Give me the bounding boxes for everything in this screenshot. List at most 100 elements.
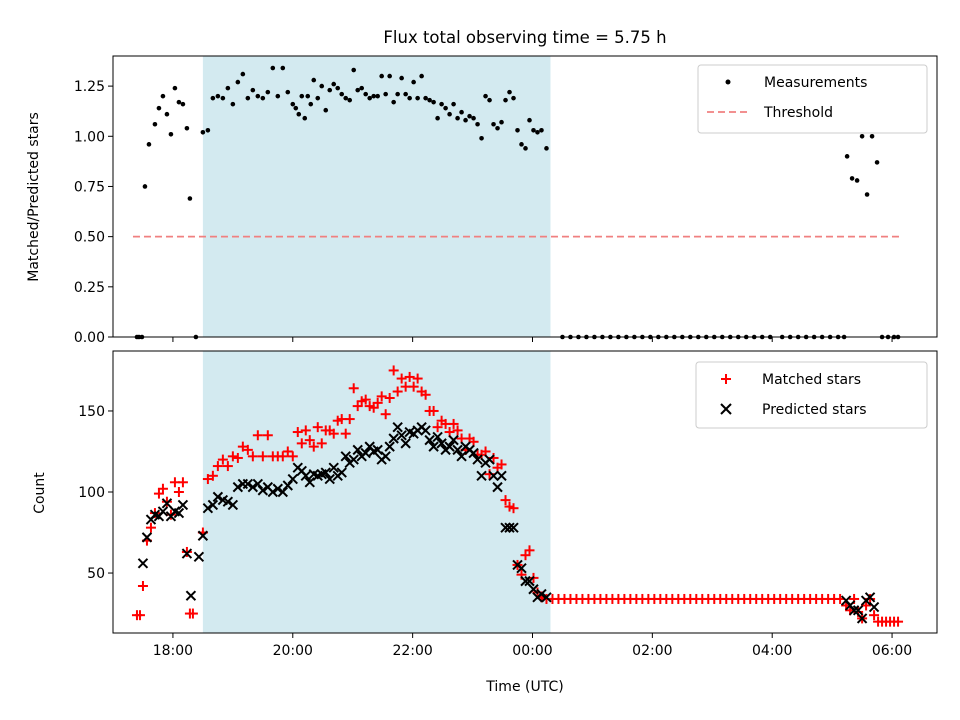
measurement-point: [479, 135, 484, 141]
legend-box: [697, 64, 928, 134]
matched-star-point: [500, 495, 511, 506]
measurement-point: [200, 129, 206, 135]
y-tick-label: 100: [78, 485, 105, 501]
measurement-point: [280, 65, 286, 71]
x-stroke-b: [400, 438, 411, 449]
measurement-point: [180, 101, 186, 107]
matched-star-point: [316, 438, 327, 449]
x-stroke-b: [541, 592, 552, 603]
measurement-point: [487, 97, 492, 103]
measurement-point: [544, 146, 549, 151]
predicted-star-point: [492, 481, 503, 493]
predicted-star-point: [372, 444, 383, 456]
x-stroke-b: [137, 558, 149, 569]
observing-window-shade: [202, 351, 551, 633]
matched-star-point: [408, 381, 419, 392]
x-stroke-b: [524, 575, 535, 587]
matched-star-point: [232, 452, 243, 463]
matched-star-point: [380, 409, 391, 420]
matched-star-point: [282, 446, 293, 457]
measurement-point: [499, 119, 504, 125]
matched-star-point: [396, 373, 407, 384]
predicted-star-point: [242, 478, 254, 490]
matched-star-point: [277, 451, 288, 462]
predicted-star-point: [496, 470, 507, 482]
top-y-axis-label: Matched/Predicted stars: [26, 112, 42, 282]
matched-star-point: [187, 608, 198, 619]
measurement-point: [225, 85, 231, 91]
matched-star-point: [404, 371, 415, 382]
legend-label: Threshold: [763, 105, 833, 121]
measurement-point: [367, 95, 372, 101]
matched-star-point: [412, 373, 423, 384]
measurement-point: [260, 95, 266, 101]
matched-star-point: [384, 393, 395, 403]
x-stroke-b: [388, 433, 399, 444]
predicted-star-point: [277, 486, 289, 498]
measurement-point: [187, 196, 193, 201]
measurement-point: [423, 95, 428, 101]
measurement-point: [435, 115, 440, 121]
matched-star-point: [420, 389, 431, 400]
measurement-point: [293, 105, 299, 111]
predicted-star-point: [400, 438, 411, 449]
matched-star-point: [344, 414, 355, 425]
x-stroke-b: [508, 522, 519, 533]
x-stroke-b: [476, 470, 487, 482]
x-stroke-b: [185, 590, 197, 601]
predicted-star-point: [181, 548, 193, 559]
measurement-point: [375, 93, 380, 99]
x-stroke-b: [868, 601, 880, 613]
predicted-star-point: [384, 441, 395, 452]
x-stroke-b: [300, 470, 311, 482]
x-stroke-b: [257, 485, 269, 496]
measurement-point: [371, 93, 376, 99]
matched-star-point: [300, 425, 311, 436]
measurement-point: [160, 93, 166, 99]
x-stroke-b: [149, 509, 161, 520]
predicted-star-point: [324, 473, 335, 485]
matched-star-point: [252, 430, 263, 441]
measurement-point: [427, 97, 432, 103]
x-stroke-b: [488, 470, 499, 482]
x-stroke-b: [287, 473, 298, 485]
x-stroke-b: [157, 506, 169, 517]
predicted-star-point: [508, 522, 519, 533]
predicted-star-point: [177, 499, 189, 511]
predicted-star-point: [207, 499, 219, 511]
measurement-point: [142, 184, 148, 189]
measurement-point: [475, 121, 480, 127]
predicted-star-point: [524, 575, 535, 587]
measurement-point: [220, 95, 226, 101]
predicted-star-point: [336, 467, 347, 478]
matched-star-point: [328, 428, 339, 439]
x-stroke-b: [242, 478, 254, 490]
measurement-point: [495, 125, 500, 131]
measurement-point: [439, 101, 444, 107]
x-stroke-b: [324, 473, 335, 485]
measurement-point: [339, 91, 345, 97]
count-points: [131, 365, 904, 627]
predicted-star-point: [448, 434, 459, 446]
measurement-point: [467, 113, 472, 119]
measurement-point: [447, 111, 452, 117]
x-stroke-b: [173, 507, 185, 519]
measurement-point: [455, 115, 460, 121]
x-stroke-b: [304, 477, 315, 488]
predicted-star-point: [856, 613, 868, 624]
predicted-star-point: [456, 451, 467, 462]
measurement-point: [531, 127, 536, 133]
matched-star-point: [212, 461, 223, 472]
measurement-point: [315, 95, 321, 101]
measurement-point: [539, 127, 544, 133]
matched-star-point: [292, 427, 303, 438]
x-tick-label: 00:00: [512, 643, 552, 659]
predicted-star-point: [476, 470, 487, 482]
matched-star-point: [348, 383, 359, 394]
predicted-star-point: [484, 454, 495, 465]
predicted-star-point: [227, 499, 239, 511]
x-stroke-b: [432, 431, 443, 443]
x-stroke-b: [428, 441, 439, 452]
top-legend: Measurements Threshold: [697, 64, 928, 134]
matched-star-point: [308, 441, 319, 452]
